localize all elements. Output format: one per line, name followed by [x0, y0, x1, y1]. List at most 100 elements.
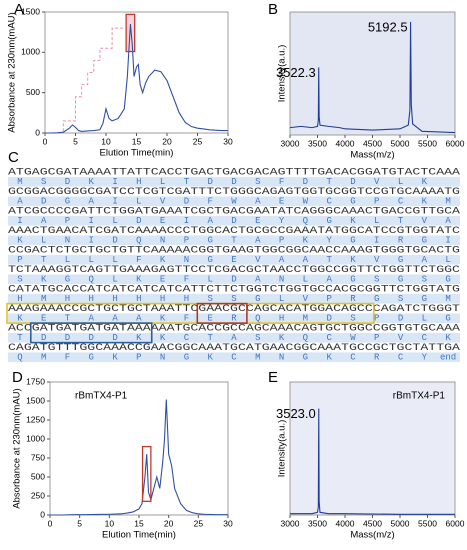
amino-acid: C	[398, 353, 404, 363]
amino-acid: I	[112, 177, 117, 187]
amino-acid: Y	[326, 236, 332, 246]
amino-acid: S	[17, 275, 22, 285]
amino-acid: D	[65, 177, 70, 187]
amino-acid: A	[255, 197, 261, 207]
x-tick-label: 5	[73, 136, 78, 146]
amino-acid: H	[279, 314, 284, 324]
x-tick-label: 3500	[308, 138, 327, 148]
amino-acid: W	[350, 333, 356, 343]
amino-acid: A	[136, 314, 142, 324]
amino-acid: P	[17, 255, 22, 265]
amino-acid: R	[374, 353, 380, 363]
x-tick-label: 10	[105, 518, 115, 528]
x-tick-label: 4000	[336, 518, 355, 528]
amino-acid: M	[255, 353, 260, 363]
protein-band	[8, 176, 460, 187]
amino-acid: I	[184, 216, 189, 226]
data-line	[289, 21, 456, 134]
amino-acid: M	[41, 294, 46, 304]
amino-acid: D	[41, 333, 46, 343]
data-line	[45, 24, 228, 134]
amino-acid: T	[65, 314, 71, 324]
amino-acid: K	[160, 314, 166, 324]
panel-label: A	[14, 1, 24, 18]
amino-acid: D	[350, 177, 355, 187]
y-axis-label: Absorbance at 230nm(mAU)	[12, 388, 23, 508]
peak-label: 3523.0	[276, 406, 316, 421]
y-tick-label: 1000	[21, 47, 40, 57]
enterokinase-box	[6, 302, 375, 324]
amino-acid: L	[112, 275, 117, 285]
amino-acid: N	[279, 275, 284, 285]
amino-acid: I	[445, 236, 450, 246]
amino-acid: D	[231, 275, 236, 285]
amino-acid: R	[350, 294, 356, 304]
amino-acid: T	[326, 255, 332, 265]
amino-acid: S	[208, 294, 213, 304]
amino-acid: G	[445, 314, 450, 324]
plot-area	[49, 381, 229, 516]
amino-acid: D	[41, 197, 46, 207]
amino-acid: G	[422, 236, 427, 246]
amino-acid: E	[208, 314, 213, 324]
amino-acid: G	[255, 294, 260, 304]
amino-acid: E	[279, 197, 284, 207]
amino-acid: G	[398, 275, 403, 285]
x-axis-label: Mass(m/z)	[350, 530, 394, 541]
amino-acid: S	[231, 294, 236, 304]
amino-acid: E	[231, 255, 236, 265]
highlight-box	[141, 445, 152, 502]
amino-acid: S	[350, 314, 355, 324]
amino-acid: G	[350, 197, 355, 207]
x-tick-label: 0	[43, 136, 48, 146]
panel-label: B	[268, 1, 278, 18]
amino-acid: D	[303, 177, 308, 187]
dna-sequence: ACCGATGATGATGATAAAAAATGCACCGCCAGCAAACAGT…	[8, 324, 460, 335]
site-box	[196, 302, 248, 324]
amino-acid: F	[184, 275, 189, 285]
amino-acid: L	[89, 255, 94, 265]
y-tick-label: 1500	[21, 6, 40, 16]
amino-acid: L	[398, 177, 403, 187]
amino-acid: E	[160, 216, 165, 226]
amino-acid: A	[112, 314, 118, 324]
amino-acid: V	[422, 216, 428, 226]
x-tick-label: 10	[101, 136, 111, 146]
amino-acid: Q	[255, 314, 260, 324]
amino-acid: K	[17, 236, 23, 246]
y-tick-label: 500	[31, 471, 45, 481]
amino-acid: V	[374, 177, 380, 187]
amino-acid: P	[374, 197, 379, 207]
protein-band	[8, 293, 460, 304]
y-tick-label: 500	[26, 87, 40, 97]
amino-acid: K	[445, 333, 451, 343]
amino-acid: K	[160, 255, 166, 265]
amino-acid: H	[160, 294, 165, 304]
panel-label: E	[268, 369, 278, 386]
amino-acid: K	[136, 275, 142, 285]
dna-sequence: AAAGAAACCGCTGCTGCTAAATTCGAACGCCAGCACATGG…	[8, 304, 460, 315]
protein-band	[8, 352, 460, 363]
amino-acid: G	[398, 255, 403, 265]
amino-acid: E	[41, 314, 46, 324]
amino-acid: K	[422, 197, 428, 207]
dna-sequence: CATATGCACCATCATCATCATCATTCTTCTGGTCTGGTGC…	[8, 285, 460, 296]
x-tick-label: 5000	[391, 518, 410, 528]
amino-acid: V	[255, 255, 261, 265]
amino-acid: C	[398, 197, 404, 207]
x-tick-label: 30	[223, 136, 233, 146]
y-tick-label: 0	[40, 509, 45, 519]
amino-acid: L	[445, 255, 450, 265]
amino-acid: N	[160, 353, 165, 363]
amino-acid: I	[112, 197, 117, 207]
amino-acid: K	[279, 333, 285, 343]
amino-acid: G	[184, 353, 189, 363]
amino-acid: H	[17, 294, 22, 304]
y-tick-label: 250	[31, 490, 45, 500]
amino-acid: D	[112, 236, 117, 246]
protein-band	[8, 274, 460, 285]
highlight-box	[125, 13, 136, 53]
x-tick-label: 25	[194, 518, 204, 528]
amino-acid: V	[303, 294, 309, 304]
